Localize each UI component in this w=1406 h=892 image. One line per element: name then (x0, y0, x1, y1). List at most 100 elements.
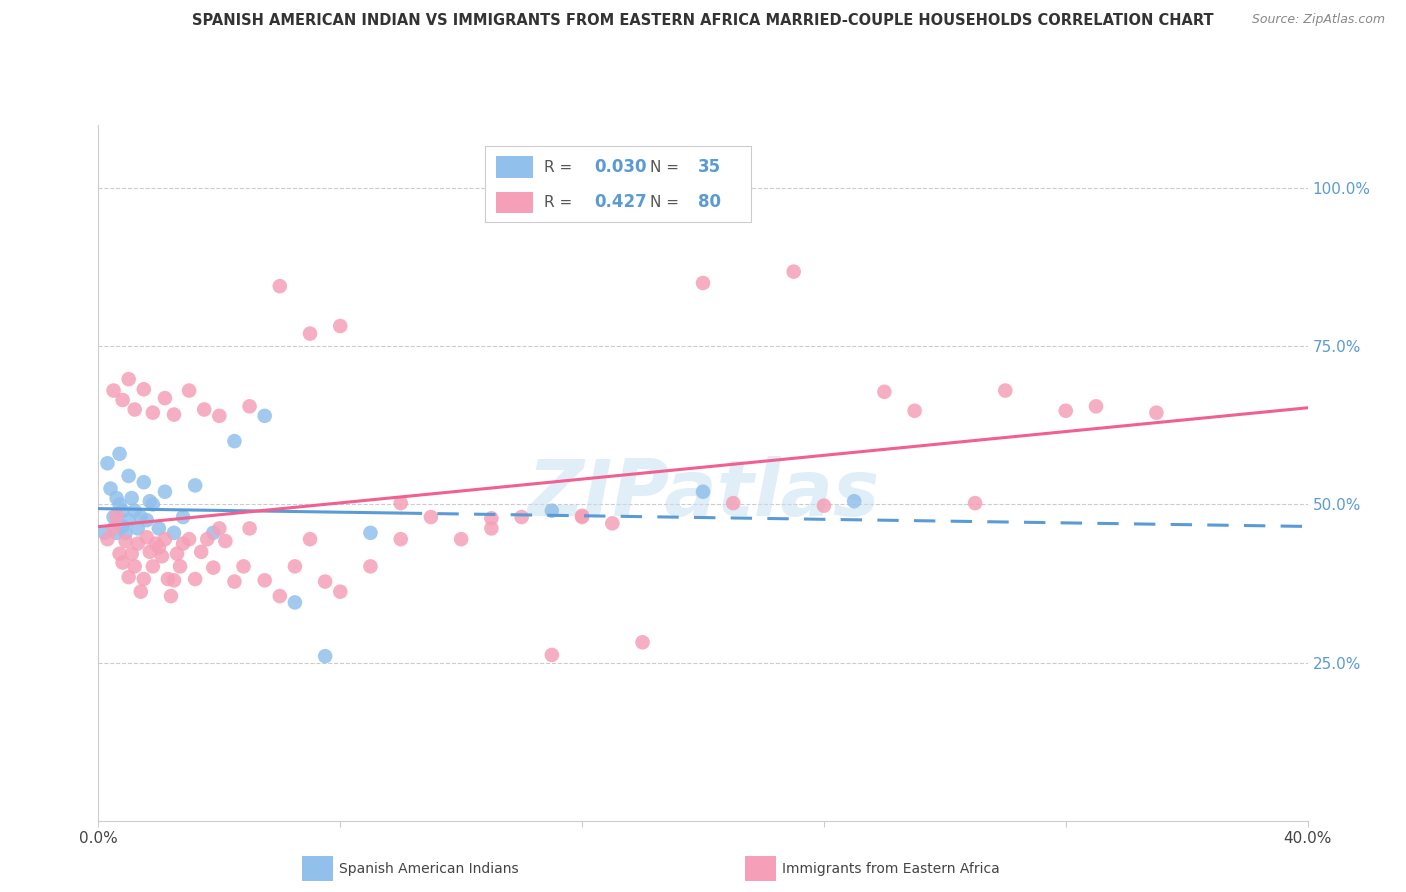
Point (163, 574, 186, 588)
Point (142, 497, 165, 511)
Point (813, 499, 835, 513)
Point (571, 508, 593, 523)
Point (1144, 406, 1167, 420)
Point (121, 547, 143, 561)
Point (153, 484, 176, 499)
Point (96, 532, 118, 546)
Point (510, 510, 533, 524)
Bar (496, 156, 533, 178)
Text: 35: 35 (699, 158, 721, 177)
Point (111, 392, 134, 407)
Text: ZIPatlas: ZIPatlas (527, 456, 879, 532)
Point (299, 532, 322, 546)
Point (208, 409, 231, 423)
Text: Immigrants from Eastern Africa: Immigrants from Eastern Africa (782, 862, 1000, 876)
Point (108, 447, 131, 461)
Point (114, 525, 136, 540)
Bar (496, 192, 533, 213)
Point (145, 536, 167, 550)
Point (389, 532, 412, 546)
Point (202, 525, 225, 540)
Point (314, 649, 336, 664)
Point (105, 508, 128, 523)
Point (166, 547, 188, 561)
Text: R =: R = (544, 194, 576, 210)
Point (224, 434, 246, 449)
Point (195, 532, 218, 546)
Point (160, 589, 183, 603)
Point (127, 536, 149, 550)
Point (103, 521, 125, 535)
Text: Source: ZipAtlas.com: Source: ZipAtlas.com (1251, 13, 1385, 27)
Point (723, 496, 745, 510)
Point (253, 574, 276, 588)
Point (124, 402, 146, 417)
Point (127, 521, 149, 535)
Point (214, 534, 236, 549)
Point (172, 536, 194, 550)
Point (179, 384, 201, 398)
Point (540, 504, 562, 518)
Point (208, 521, 231, 535)
Point (481, 511, 503, 525)
Point (389, 496, 412, 510)
Point (135, 513, 157, 527)
Point (103, 510, 125, 524)
Point (481, 521, 503, 535)
Point (108, 497, 131, 511)
Point (602, 516, 624, 531)
Point (450, 532, 472, 546)
Point (994, 384, 1017, 398)
Point (132, 475, 155, 490)
Point (132, 382, 155, 396)
Point (329, 318, 352, 333)
Text: 0.030: 0.030 (595, 158, 647, 177)
Point (118, 513, 141, 527)
Point (299, 326, 322, 341)
Point (232, 559, 254, 574)
Point (873, 384, 896, 399)
Point (1054, 404, 1077, 418)
Point (239, 400, 262, 414)
Point (169, 559, 191, 574)
Text: R =: R = (544, 160, 576, 175)
Point (844, 494, 866, 508)
Point (124, 504, 146, 518)
Point (631, 635, 654, 649)
Point (124, 559, 146, 574)
Point (965, 496, 987, 510)
Point (129, 584, 152, 599)
Point (190, 545, 212, 559)
Point (314, 574, 336, 589)
Text: SPANISH AMERICAN INDIAN VS IMMIGRANTS FROM EASTERN AFRICA MARRIED-COUPLE HOUSEHO: SPANISH AMERICAN INDIAN VS IMMIGRANTS FR… (193, 13, 1213, 29)
Point (139, 494, 162, 508)
Point (118, 469, 141, 483)
Point (121, 491, 143, 505)
Text: N =: N = (651, 194, 685, 210)
Point (1085, 400, 1108, 414)
Point (111, 504, 134, 518)
Point (103, 384, 125, 398)
Point (153, 391, 176, 405)
Point (163, 408, 186, 422)
Text: N =: N = (651, 160, 685, 175)
Point (179, 532, 201, 546)
Point (253, 409, 276, 423)
Text: 0.427: 0.427 (595, 194, 647, 211)
Point (111, 556, 134, 570)
Point (692, 276, 714, 290)
Point (284, 559, 307, 574)
Point (105, 525, 128, 540)
Point (269, 589, 291, 603)
Point (129, 510, 152, 524)
Point (150, 549, 173, 564)
Point (692, 484, 714, 499)
Point (184, 478, 207, 492)
Point (100, 482, 122, 496)
Point (96, 456, 118, 470)
Point (105, 491, 128, 505)
Point (118, 570, 141, 584)
Point (156, 572, 179, 586)
Point (904, 404, 927, 418)
Point (148, 541, 170, 555)
